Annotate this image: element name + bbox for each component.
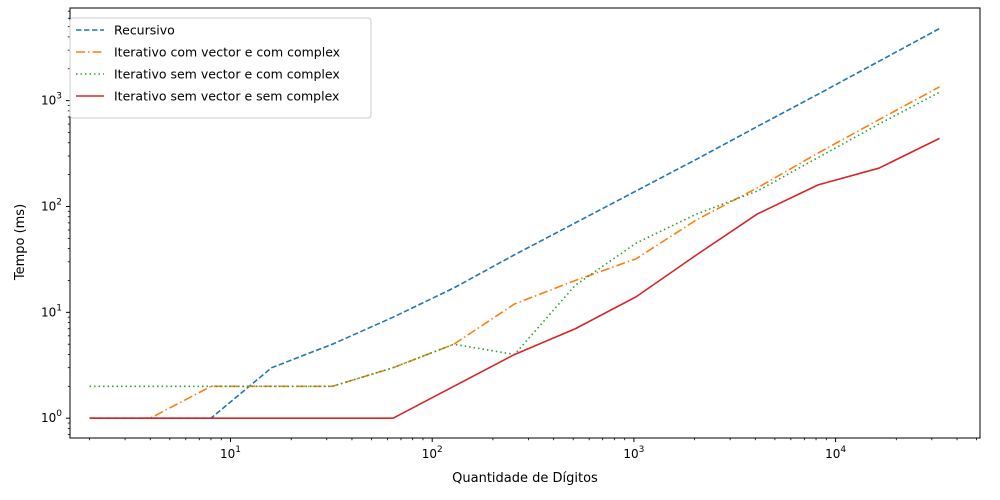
legend-box bbox=[69, 17, 372, 119]
y-tick-base: 10 bbox=[41, 94, 56, 108]
series-line-2 bbox=[89, 86, 940, 420]
y-tick-label: 101 bbox=[41, 303, 62, 319]
x-tick-label: 101 bbox=[220, 445, 241, 461]
plot-area bbox=[89, 27, 940, 420]
x-tick-label: 104 bbox=[825, 445, 846, 461]
y-tick-base: 10 bbox=[41, 199, 56, 213]
y-tick-label: 103 bbox=[41, 92, 62, 108]
legend-label-2: Iterativo com vector e com complex bbox=[114, 45, 340, 60]
x-tick-base: 10 bbox=[623, 447, 638, 461]
series-line-1 bbox=[89, 27, 940, 420]
x-tick-base: 10 bbox=[220, 447, 235, 461]
x-tick-base: 10 bbox=[422, 447, 437, 461]
y-tick-base: 10 bbox=[41, 411, 56, 425]
x-axis-label: Quantidade de Dígitos bbox=[452, 471, 598, 486]
x-tick-exp: 1 bbox=[235, 445, 241, 455]
series-line-3 bbox=[89, 91, 940, 388]
y-tick-base: 10 bbox=[41, 305, 56, 319]
y-tick-label: 100 bbox=[41, 409, 62, 425]
y-axis-label: Tempo (ms) bbox=[13, 204, 28, 281]
y-tick-exp: 3 bbox=[56, 92, 62, 102]
x-tick-base: 10 bbox=[825, 447, 840, 461]
y-tick-label: 102 bbox=[41, 197, 62, 213]
legend-label-4: Iterativo sem vector e sem complex bbox=[114, 89, 339, 104]
x-tick-exp: 2 bbox=[437, 445, 443, 455]
y-tick-exp: 2 bbox=[56, 197, 62, 207]
x-tick-exp: 3 bbox=[639, 445, 645, 455]
series-line-4 bbox=[89, 137, 940, 420]
x-tick-label: 103 bbox=[623, 445, 644, 461]
legend: Recursivo Iterativo com vector e com comp… bbox=[69, 17, 372, 119]
legend-label-3: Iterativo sem vector e com complex bbox=[114, 67, 340, 82]
x-tick-label: 102 bbox=[422, 445, 443, 461]
legend-label-1: Recursivo bbox=[114, 23, 175, 38]
y-tick-exp: 0 bbox=[56, 409, 62, 419]
y-tick-exp: 1 bbox=[56, 303, 62, 313]
x-tick-exp: 4 bbox=[840, 445, 846, 455]
